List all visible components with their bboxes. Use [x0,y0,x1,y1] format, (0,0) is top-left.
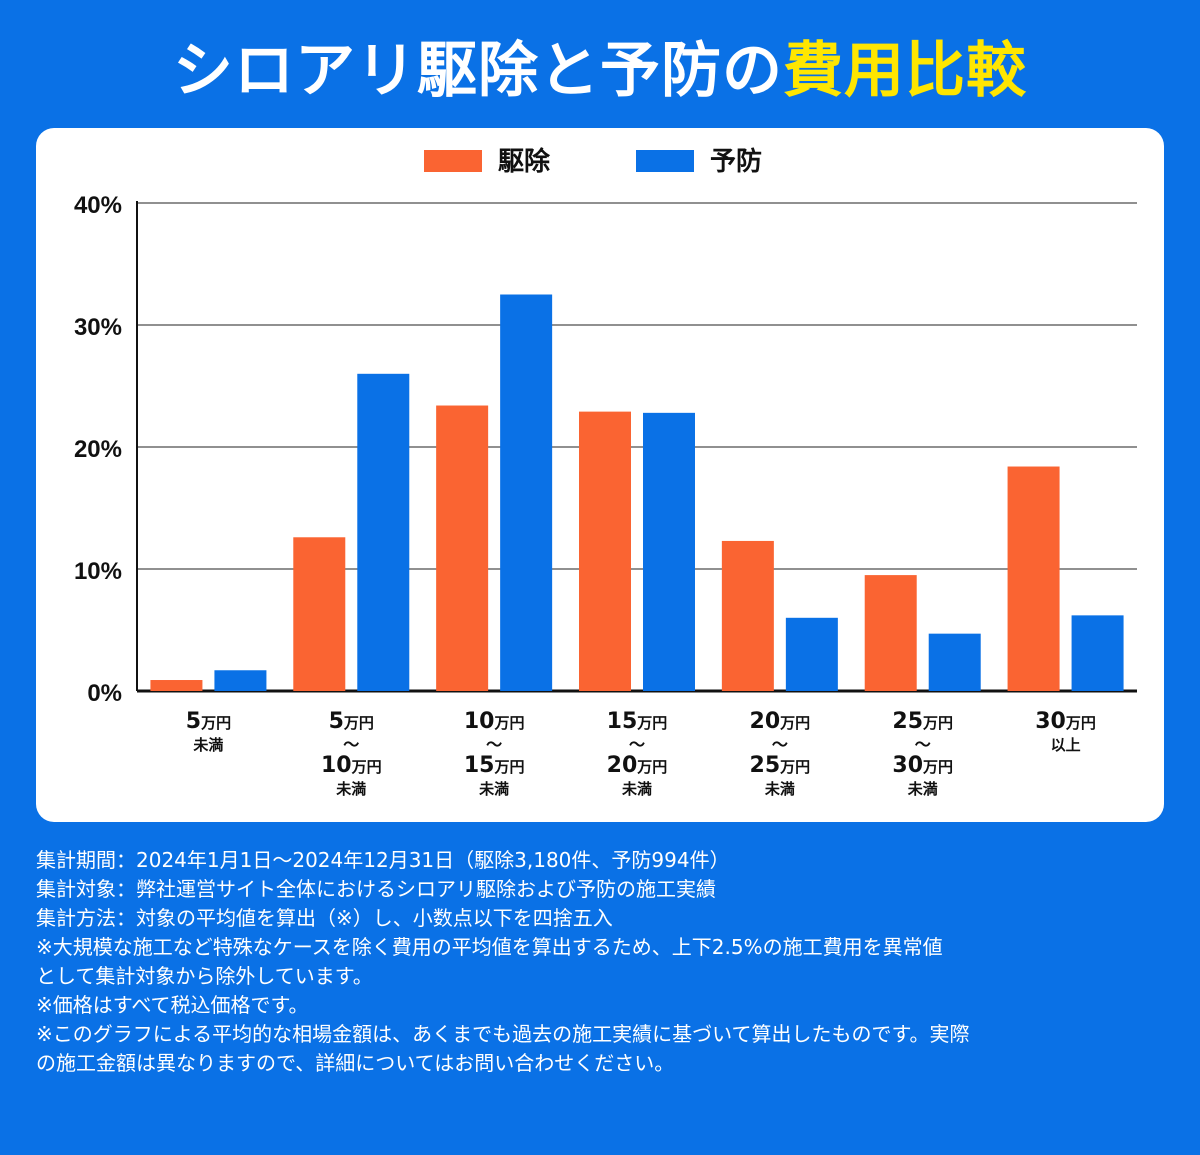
x-tick-label: 未満 [764,780,795,798]
bar-chart: 0%10%20%30%40%5万円未満5万円〜10万円未満10万円〜15万円未満… [74,146,1137,798]
x-tick-label: 25万円 [750,753,811,778]
bar-kujo [1007,466,1060,691]
note-line: ※このグラフによる平均的な相場金額は、あくまでも過去の施工実績に基づいて算出した… [36,1022,970,1046]
legend-swatch [636,150,694,172]
x-tick-label: 30万円 [1035,709,1096,734]
x-tick-label: 20万円 [750,709,811,734]
bar-kujo [293,537,346,691]
note-line: 集計対象：弊社運営サイト全体におけるシロアリ駆除および予防の施工実績 [36,877,716,901]
y-tick-label: 0% [87,680,122,707]
bar-yobo [214,670,267,691]
note-line: として集計対象から除外しています。 [36,964,373,988]
x-tick-label: 〜 [629,735,645,754]
x-tick-label: 5万円 [186,709,231,734]
x-tick-label: 30万円 [892,753,953,778]
x-tick-label: 20万円 [607,753,668,778]
x-tick-label: 15万円 [607,709,668,734]
bar-yobo [500,294,553,691]
bar-kujo [579,411,631,691]
page-title: シロアリ駆除と予防の費用比較 [0,22,1200,109]
x-tick-label: 〜 [915,735,931,754]
x-tick-label: 未満 [907,780,938,798]
title-prefix: シロアリ駆除と予防の [173,36,783,106]
note-line: 集計方法：対象の平均値を算出（※）し、小数点以下を四捨五入 [36,906,613,930]
x-tick-label: 10万円 [464,709,525,734]
bar-yobo [928,633,981,691]
x-tick-label: 以上 [1051,736,1081,754]
note-line: ※大規模な施工など特殊なケースを除く費用の平均値を算出するため、上下2.5%の施… [36,935,943,959]
x-tick-label: 未満 [335,780,366,798]
chart-card: 0% 10% 20% 30% 40% 5万円 未満 5万円〜 10万円 未満 10万円〜 15万円 未満… [36,128,1164,822]
note-line: 集計期間：2024年1月1日〜2024年12月31日（駆除3,180件、予防99… [36,848,730,872]
legend-label: 予防 [710,147,762,177]
y-tick-label: 10% [74,558,122,585]
x-tick-label: 未満 [192,736,223,754]
x-tick-label: 10万円 [321,753,382,778]
bar-yobo [1071,615,1124,691]
y-tick-label: 20% [74,436,122,463]
x-tick-label: 未満 [478,780,509,798]
bar-yobo [785,617,838,691]
notes: 集計期間：2024年1月1日〜2024年12月31日（駆除3,180件、予防99… [36,846,1176,1078]
x-tick-label: 〜 [486,735,502,754]
x-tick-label: 〜 [343,735,359,754]
x-tick-label: 未満 [621,780,652,798]
y-tick-label: 40% [74,192,122,219]
bar-yobo [643,412,695,691]
legend-label: 駆除 [498,146,551,177]
bar-kujo [721,540,774,691]
y-tick-label: 30% [74,314,122,341]
x-tick-label: 25万円 [892,709,953,734]
note-line: ※価格はすべて税込価格です。 [36,993,309,1017]
bar-kujo [150,680,203,691]
legend-swatch [424,150,482,172]
x-tick-label: 15万円 [464,753,525,778]
bar-yobo [357,373,410,691]
bar-kujo [864,575,917,691]
x-tick-label: 5万円 [329,709,374,734]
bar-kujo [436,405,489,691]
x-tick-label: 〜 [772,735,788,754]
title-highlight: 費用比較 [783,36,1027,106]
note-line: の施工金額は異なりますので、詳細についてはお問い合わせください。 [36,1051,675,1075]
